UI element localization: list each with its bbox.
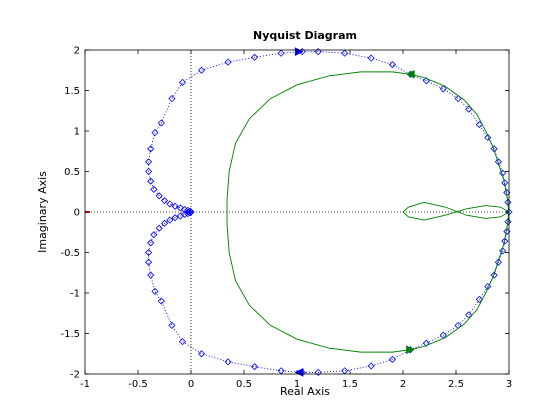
series-1-point-14 <box>151 129 159 137</box>
x-tick-label-7: 2.5 <box>448 379 464 390</box>
series-1-point-28 <box>422 77 430 85</box>
x-tick-label-0: -1 <box>80 379 90 390</box>
series-layer <box>85 47 513 377</box>
series-1-point-55 <box>367 362 375 370</box>
series-1-point-43 <box>501 237 509 245</box>
series-1-point-72 <box>155 224 163 232</box>
series-1-point-20 <box>251 53 259 61</box>
series-1-point-5 <box>171 202 179 210</box>
series-2-line <box>226 71 510 353</box>
series-1-point-45 <box>494 258 502 266</box>
series-1-point-18 <box>198 66 206 74</box>
axes-background <box>85 50 509 374</box>
series-1-point-4 <box>176 204 184 212</box>
series-1-point-73 <box>160 219 169 227</box>
y-tick-label-0: -2 <box>70 370 80 381</box>
series-1-point-47 <box>484 282 492 291</box>
series-1-point-68 <box>145 258 153 266</box>
series-1-point-77 <box>181 210 189 218</box>
series-1-point-71 <box>150 231 158 239</box>
series-1-point-63 <box>178 338 187 346</box>
plot-area <box>85 50 509 374</box>
series-1-point-23 <box>314 48 322 56</box>
x-tick-label-4: 1 <box>294 379 300 390</box>
x-tick-label-3: 0.5 <box>236 379 252 390</box>
series-1-point-41 <box>504 218 512 226</box>
series-1-point-80 <box>187 208 195 216</box>
series-1-point-31 <box>465 105 473 113</box>
series-1-point-61 <box>224 358 232 366</box>
series-2-arrow-1 <box>406 345 415 355</box>
x-tick-label-6: 2 <box>400 379 406 390</box>
series-1-point-7 <box>160 197 169 205</box>
chart-title: Nyquist Diagram <box>253 29 357 42</box>
y-tick-label-3: -0.5 <box>60 248 80 259</box>
series-1-point-11 <box>145 167 153 176</box>
y-axis-label: Imaginary Axis <box>36 171 49 253</box>
y-tick-label-8: 2 <box>74 46 80 57</box>
series-1-point-15 <box>157 119 165 127</box>
series-1-point-44 <box>499 247 507 255</box>
series-1-point-62 <box>198 350 206 358</box>
series-1-point-69 <box>145 248 153 257</box>
series-1-point-75 <box>171 214 179 222</box>
y-tick-label-4: 0 <box>74 208 80 219</box>
y-tick-label-2: -1 <box>70 289 80 300</box>
series-2-arrow-0 <box>405 69 415 79</box>
series-1-point-54 <box>388 355 396 363</box>
series-1-point-21 <box>277 49 285 57</box>
series-1-point-25 <box>367 54 375 62</box>
series-1-point-26 <box>388 61 396 69</box>
series-1-point-10 <box>147 177 155 185</box>
y-tick-label-1: -1.5 <box>60 329 80 340</box>
series-1-point-70 <box>147 239 155 247</box>
series-1-point-65 <box>157 297 165 305</box>
series-1-point-60 <box>251 363 259 371</box>
series-1-point-49 <box>465 311 473 319</box>
series-1-point-13 <box>147 145 155 153</box>
series-1-point-78 <box>184 210 192 218</box>
series-1-point-29 <box>439 85 447 93</box>
series-1-point-57 <box>314 368 322 376</box>
series-1-point-46 <box>490 271 498 279</box>
series-1-point-48 <box>475 295 483 304</box>
series-1-point-52 <box>422 339 430 347</box>
series-1-point-6 <box>166 200 174 208</box>
series-1-point-33 <box>484 133 492 142</box>
series-1-point-16 <box>168 95 176 103</box>
series-1-point-74 <box>166 216 174 224</box>
y-tick-label-5: 0.5 <box>64 167 80 178</box>
series-1-line <box>148 51 510 373</box>
y-tick-label-7: 1.5 <box>64 86 80 97</box>
series-1-point-24 <box>341 49 349 57</box>
x-axis-label: Real Axis <box>280 385 330 398</box>
series-1-point-67 <box>147 271 155 279</box>
series-1-point-64 <box>168 321 176 329</box>
series-1-point-9 <box>150 185 158 193</box>
x-tick-label-2: 0 <box>188 379 194 390</box>
series-1-point-12 <box>145 158 153 166</box>
x-tick-label-8: 3 <box>506 379 512 390</box>
x-tick-label-5: 1.5 <box>342 379 358 390</box>
tick-layer: -1 -0.5 0 0.5 1 1.5 2 2.5 3 -2 -1.5 -1 -0.5 0 0.5 1 1.5 2 <box>60 46 512 391</box>
series-1-point-8 <box>155 192 163 200</box>
y-tick-label-6: 1 <box>74 127 80 138</box>
series-1-point-17 <box>178 78 187 86</box>
x-tick-label-1: -0.5 <box>128 379 148 390</box>
series-1-point-66 <box>151 287 159 295</box>
series-1-point-19 <box>224 58 232 66</box>
